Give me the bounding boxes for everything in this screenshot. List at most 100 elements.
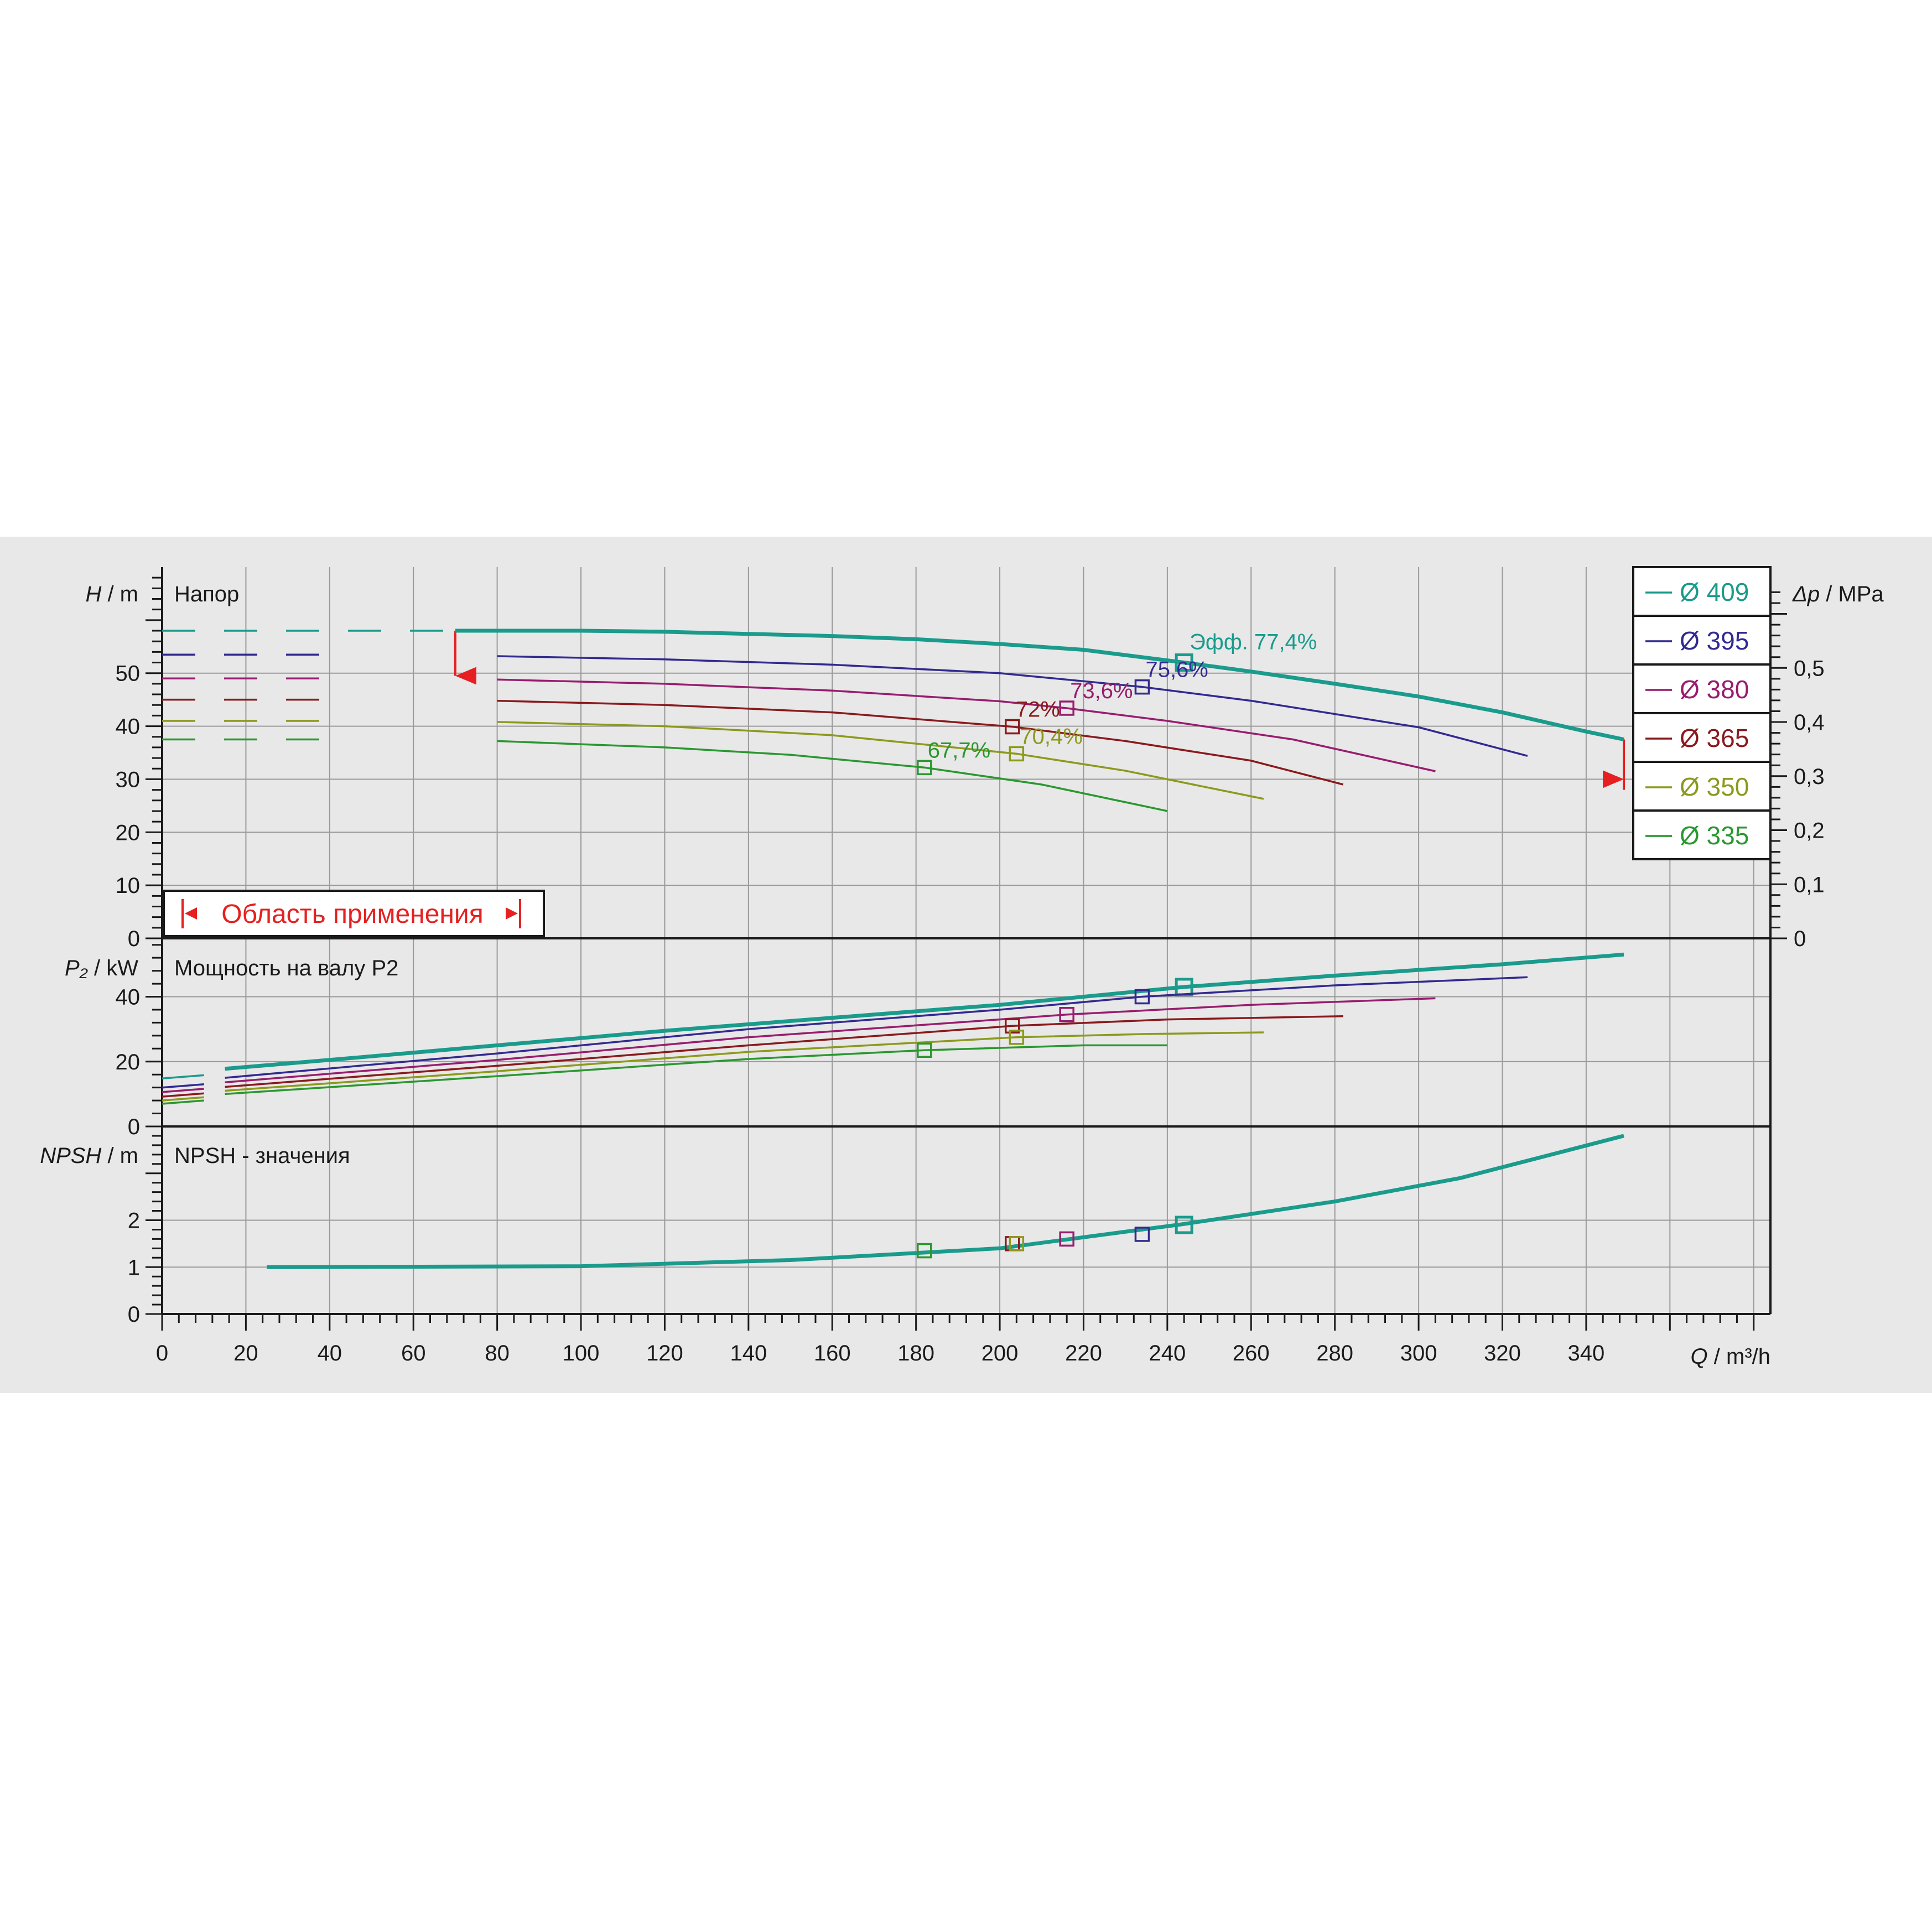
x-tick-label: 260 (1233, 1341, 1270, 1365)
dp-tick-label: 0 (1794, 927, 1806, 951)
y-tick-label: 20 (116, 1050, 141, 1074)
head-panel-title: Напор (174, 582, 239, 606)
efficiency-label: Эфф. 77,4% (1190, 630, 1317, 655)
y-tick-label: 50 (116, 662, 141, 686)
series-350: 70,4% (162, 720, 1264, 1251)
bep-marker-power (1134, 989, 1150, 1005)
x-tick-label: 100 (563, 1341, 600, 1365)
x-tick-label: 300 (1400, 1341, 1437, 1365)
x-tick-label: 160 (814, 1341, 851, 1365)
y-tick-label: 0 (128, 927, 140, 951)
power-axis-title: P₂ / kW (65, 956, 138, 980)
x-tick-label: 20 (233, 1341, 258, 1365)
bep-marker-npsh (917, 1243, 932, 1259)
head-axis-title: H / m (85, 582, 138, 606)
y-tick-label: 40 (116, 715, 141, 739)
series-380: 73,6% (162, 677, 1436, 1247)
legend-label: Ø 335 (1680, 821, 1749, 850)
head-curve (455, 629, 1624, 741)
power-axis-title-var: P₂ (65, 956, 88, 980)
grid-lines (162, 567, 1770, 1314)
x-tick-label: 60 (401, 1341, 426, 1365)
legend-label: Ø 395 (1680, 626, 1749, 655)
bep-marker-npsh (1134, 1227, 1150, 1242)
head-curve (497, 721, 1264, 800)
x-tick-label: 320 (1484, 1341, 1521, 1365)
power-curve (225, 1015, 1343, 1088)
bep-marker-head (917, 760, 932, 776)
bep-marker-power (917, 1042, 932, 1058)
x-axis-title-var: Q (1691, 1344, 1708, 1369)
head-curve (497, 699, 1344, 786)
y-tick-marks (146, 577, 1787, 1331)
legend-label: Ø 350 (1680, 772, 1749, 801)
bep-marker-npsh (1175, 1216, 1193, 1234)
bep-marker-npsh (1059, 1231, 1074, 1247)
power-curve-start (162, 1083, 204, 1089)
series-409: Эфф. 77,4% (162, 629, 1624, 1269)
dp-tick-label: 0,4 (1794, 710, 1825, 735)
x-tick-label: 200 (981, 1341, 1019, 1365)
bep-marker-npsh (1009, 1236, 1025, 1251)
npsh-axis-title: NPSH / m (40, 1144, 138, 1168)
efficiency-label: 72% (1016, 698, 1060, 722)
x-tick-label: 120 (646, 1341, 683, 1365)
legend-label: Ø 409 (1680, 578, 1749, 606)
x-tick-label: 280 (1316, 1341, 1353, 1365)
dp-tick-label: 0,1 (1794, 872, 1825, 897)
range-arrow-right (506, 907, 518, 920)
x-tick-label: 340 (1568, 1341, 1605, 1365)
x-tick-label: 0 (156, 1341, 168, 1365)
power-curve (225, 952, 1624, 1071)
power-curve (225, 976, 1528, 1079)
dp-tick-label: 0,2 (1794, 819, 1825, 843)
npsh-axis-title-unit: / m (101, 1144, 138, 1168)
power-curve-start (162, 1096, 204, 1102)
series-365: 72% (162, 698, 1344, 1251)
range-marker-left-arrow (455, 667, 476, 685)
head-curve (497, 655, 1528, 757)
npsh-curve (267, 1134, 1624, 1269)
x-tick-label: 240 (1149, 1341, 1186, 1365)
npsh-axis-title-var: NPSH (40, 1144, 101, 1168)
application-range-label: Область применения (221, 900, 483, 929)
x-axis-title-unit: / m³/h (1708, 1344, 1770, 1369)
power-curve-start (162, 1099, 204, 1105)
range-arrow-left (185, 907, 197, 920)
legend-label: Ø 380 (1680, 675, 1749, 704)
power-curve-start (162, 1088, 204, 1093)
x-tick-label: 220 (1065, 1341, 1102, 1365)
bep-marker-head (1009, 746, 1025, 762)
y-tick-label: 20 (116, 820, 141, 845)
efficiency-label: 67,7% (928, 738, 990, 762)
y-tick-label: 30 (116, 767, 141, 792)
head-axis-title-unit: / m (101, 582, 138, 606)
bep-marker-power (1005, 1018, 1020, 1034)
y-tick-label: 2 (128, 1209, 140, 1233)
bep-marker-power (1009, 1030, 1025, 1045)
dp-axis-title-var: Δp (1792, 582, 1820, 606)
y-tick-label: 1 (128, 1255, 140, 1280)
legend-label: Ø 365 (1680, 724, 1749, 752)
y-tick-label: 0 (128, 1302, 140, 1327)
y-tick-label: 0 (128, 1115, 140, 1139)
dp-axis-title-unit: / MPa (1820, 582, 1884, 606)
head-curve (497, 740, 1168, 812)
x-tick-label: 140 (730, 1341, 767, 1365)
legend-item (1632, 761, 1772, 812)
head-curve (497, 678, 1436, 772)
power-panel-title: Мощность на валу P2 (174, 956, 398, 980)
efficiency-label: 70,4% (1020, 724, 1082, 749)
efficiency-label: 75,6% (1145, 658, 1208, 682)
application-range-frame (163, 890, 545, 937)
power-curve-start (162, 1074, 204, 1079)
legend-item (1632, 809, 1772, 860)
legend-item (1632, 566, 1772, 617)
head-axis-title-var: H (85, 582, 101, 606)
x-tick-label: 180 (897, 1341, 934, 1365)
application-range-box: Область применения (163, 890, 545, 937)
panel-frames (161, 567, 1772, 1315)
power-curve (225, 1031, 1264, 1092)
legend-item (1632, 712, 1772, 763)
